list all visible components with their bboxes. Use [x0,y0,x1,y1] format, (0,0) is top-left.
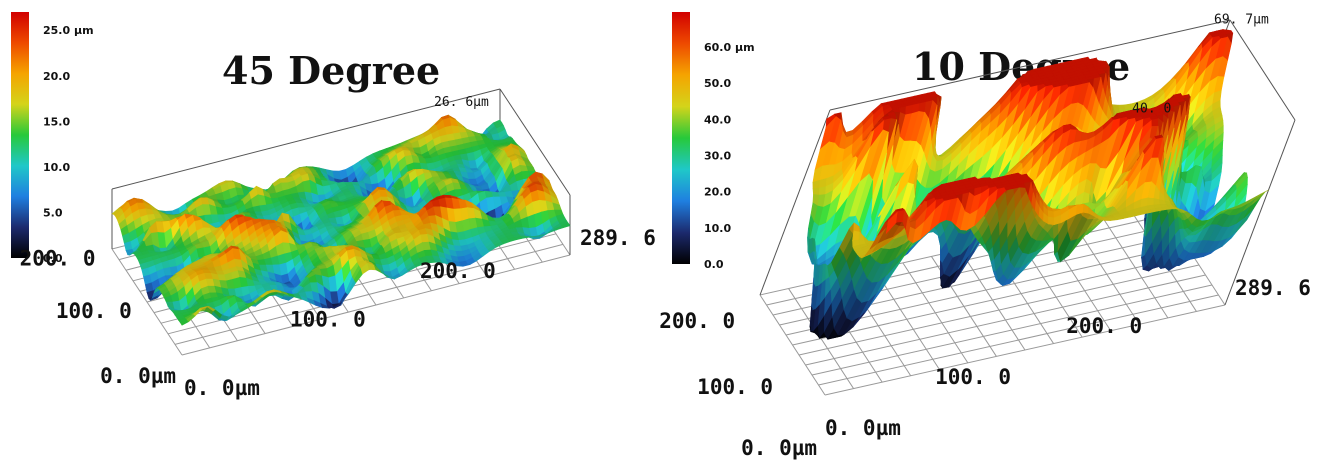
colorbar-tick-label: 25.0 µm [43,24,94,37]
surface-mesh [111,114,571,326]
colorbar-tick-label: 30.0 [704,150,731,163]
y-tick-label: 100. 0 [697,375,773,399]
x-tick-label: 200. 0 [420,259,496,283]
bounding-box [111,88,571,255]
colorbar-tick-label: 20.0 [704,186,731,199]
z-max-label: 26. 6µm [434,95,489,110]
x-tick-label: 0. 0µm [184,376,260,400]
surface-svg: 25.0 µm 20.0 15.0 10.0 5.0 0.0 0. 0µm 100. 0 200… [11,12,656,400]
colorbar-tick-label: 40.0 [704,113,731,126]
colorbar [672,12,690,264]
x-tick-label: 289. 6 [1235,276,1311,300]
surface-plot-45-degree: 45 Degree 25.0 µm 20.0 15.0 10.0 5.0 0.0 0. 0µ… [0,0,660,475]
colorbar-tick-label: 15.0 [43,115,70,128]
colorbar-tick-label: 0.0 [704,258,724,271]
surface-svg: 60.0 µm 50.0 40.0 30.0 20.0 10.0 0.0 0. 0µm 100.… [659,12,1311,460]
colorbar-tick-label: 5.0 [43,206,63,219]
x-tick-label: 0. 0µm [825,416,901,440]
colorbar-tick-label: 0.0 [43,252,63,265]
colorbar-tick-label: 60.0 µm [704,41,755,54]
y-tick-label: 200. 0 [20,246,96,270]
x-tick-label: 289. 6 [580,226,656,250]
surface-plot-10-degree: 10 Degree 60.0 µm 50.0 40.0 30.0 20.0 10.0 0.0… [659,0,1334,475]
x-tick-label: 100. 0 [935,365,1011,389]
colorbar-tick-label: 10.0 [704,222,731,235]
x-tick-label: 100. 0 [290,307,366,331]
z-max-label: 69. 7µm [1214,13,1269,28]
y-tick-label: 200. 0 [659,309,735,333]
colorbar-tick-label: 10.0 [43,161,70,174]
y-tick-label: 0. 0µm [100,364,176,388]
surface-mesh [807,29,1269,340]
y-tick-label: 0. 0µm [741,436,817,460]
y-tick-label: 100. 0 [56,299,132,323]
z-mid-label: 40. 0 [1132,101,1171,116]
x-tick-label: 200. 0 [1066,314,1142,338]
colorbar-tick-label: 50.0 [704,77,731,90]
colorbar-tick-label: 20.0 [43,70,70,83]
colorbar [11,12,29,258]
plot-title: 45 Degree [222,48,441,93]
